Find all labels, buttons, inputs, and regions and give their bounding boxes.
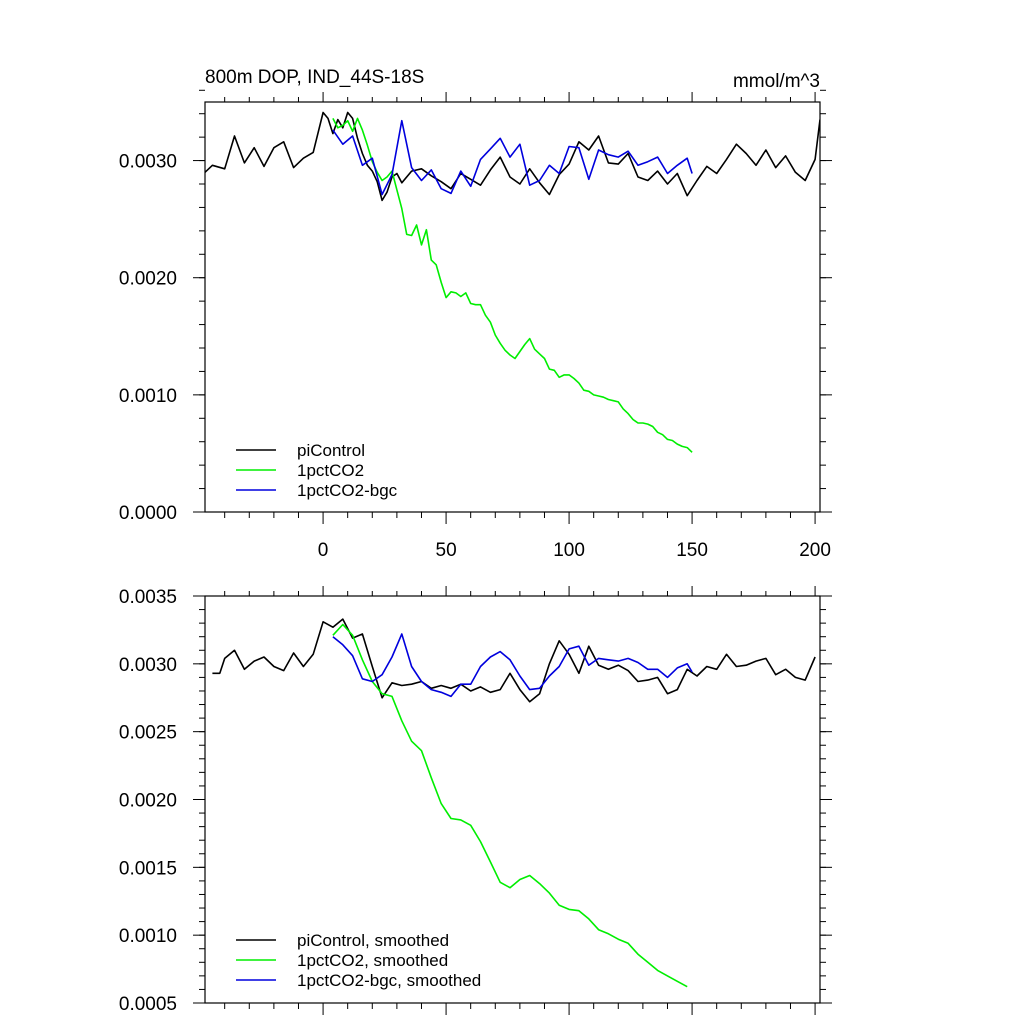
series-line-picontrol-smoothed bbox=[212, 618, 816, 703]
y-tick-label: 0.0025 bbox=[119, 723, 177, 744]
legend-label: piControl, smoothed bbox=[297, 931, 449, 950]
series-line-picontrol bbox=[205, 111, 820, 202]
y-tick-label: 0.0000 bbox=[119, 503, 177, 524]
x-tick-label: 200 bbox=[799, 540, 831, 561]
y-tick-label: 0.0015 bbox=[119, 858, 177, 879]
top-panel-frame bbox=[204, 101, 821, 513]
y-tick-label: 0.0005 bbox=[119, 994, 177, 1015]
bottom-panel: 0.0005 0.0010 0.0015 0.0020 0.0025 0.0030 0.00… bbox=[119, 586, 832, 1015]
top-panel-units: mmol/m^3 bbox=[733, 71, 820, 92]
top-panel-marks: 0 50 100 150 200 0.0000 0.0010 0.0020 0.0030 bbox=[119, 89, 832, 561]
bottom-panel-frame bbox=[204, 595, 821, 1004]
x-tick-label: 50 bbox=[436, 540, 457, 561]
y-tick-label: 0.0010 bbox=[119, 926, 177, 947]
y-tick-label: 0.0030 bbox=[119, 152, 177, 173]
top-panel-title: 800m DOP, IND_44S-18S bbox=[205, 67, 424, 88]
y-tick-label: 0.0035 bbox=[119, 587, 177, 608]
series-line-1pctco2-bgc-smoothed bbox=[332, 633, 693, 698]
y-tick-label: 0.0010 bbox=[119, 386, 177, 407]
y-tick-label: 0.0020 bbox=[119, 791, 177, 812]
legend-label: 1pctCO2 bbox=[297, 461, 364, 480]
series-line-1pctco2-bgc bbox=[332, 119, 693, 196]
y-tick-label: 0.0020 bbox=[119, 269, 177, 290]
x-tick-label: 100 bbox=[553, 540, 585, 561]
legend-label: 1pctCO2-bgc bbox=[297, 481, 398, 500]
legend-label: 1pctCO2-bgc, smoothed bbox=[297, 971, 481, 990]
y-tick-label: 0.0030 bbox=[119, 655, 177, 676]
bottom-panel-marks: 0.0005 0.0010 0.0015 0.0020 0.0025 0.0030 0.00… bbox=[119, 586, 832, 1015]
legend-label: 1pctCO2, smoothed bbox=[297, 951, 448, 970]
top-panel: 800m DOP, IND_44S-18S mmol/m^3 0 50 100 150… bbox=[119, 67, 832, 561]
x-tick-label: 150 bbox=[676, 540, 708, 561]
series-line-1pctco2-smoothed bbox=[332, 623, 688, 988]
x-tick-label: 0 bbox=[318, 540, 329, 561]
legend-label: piControl bbox=[297, 441, 365, 460]
